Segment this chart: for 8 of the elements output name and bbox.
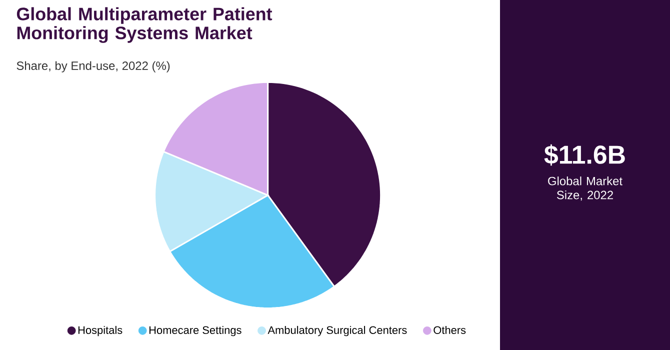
text: Global Market Size, 2022 bbox=[548, 176, 622, 201]
legend-label: Ambulatory Surgical Centers bbox=[268, 326, 407, 336]
legend-label: Homecare Settings bbox=[149, 326, 242, 336]
legend-label: Hospitals bbox=[78, 326, 122, 336]
chart-subtitle: Share, by End-use, 2022 (%) bbox=[16, 61, 170, 72]
legend-label: Others bbox=[434, 326, 466, 334]
text: $11.6B bbox=[544, 144, 625, 166]
chart-title: Global Multiparameter Patient Monitoring Systems Market bbox=[16, 7, 272, 43]
